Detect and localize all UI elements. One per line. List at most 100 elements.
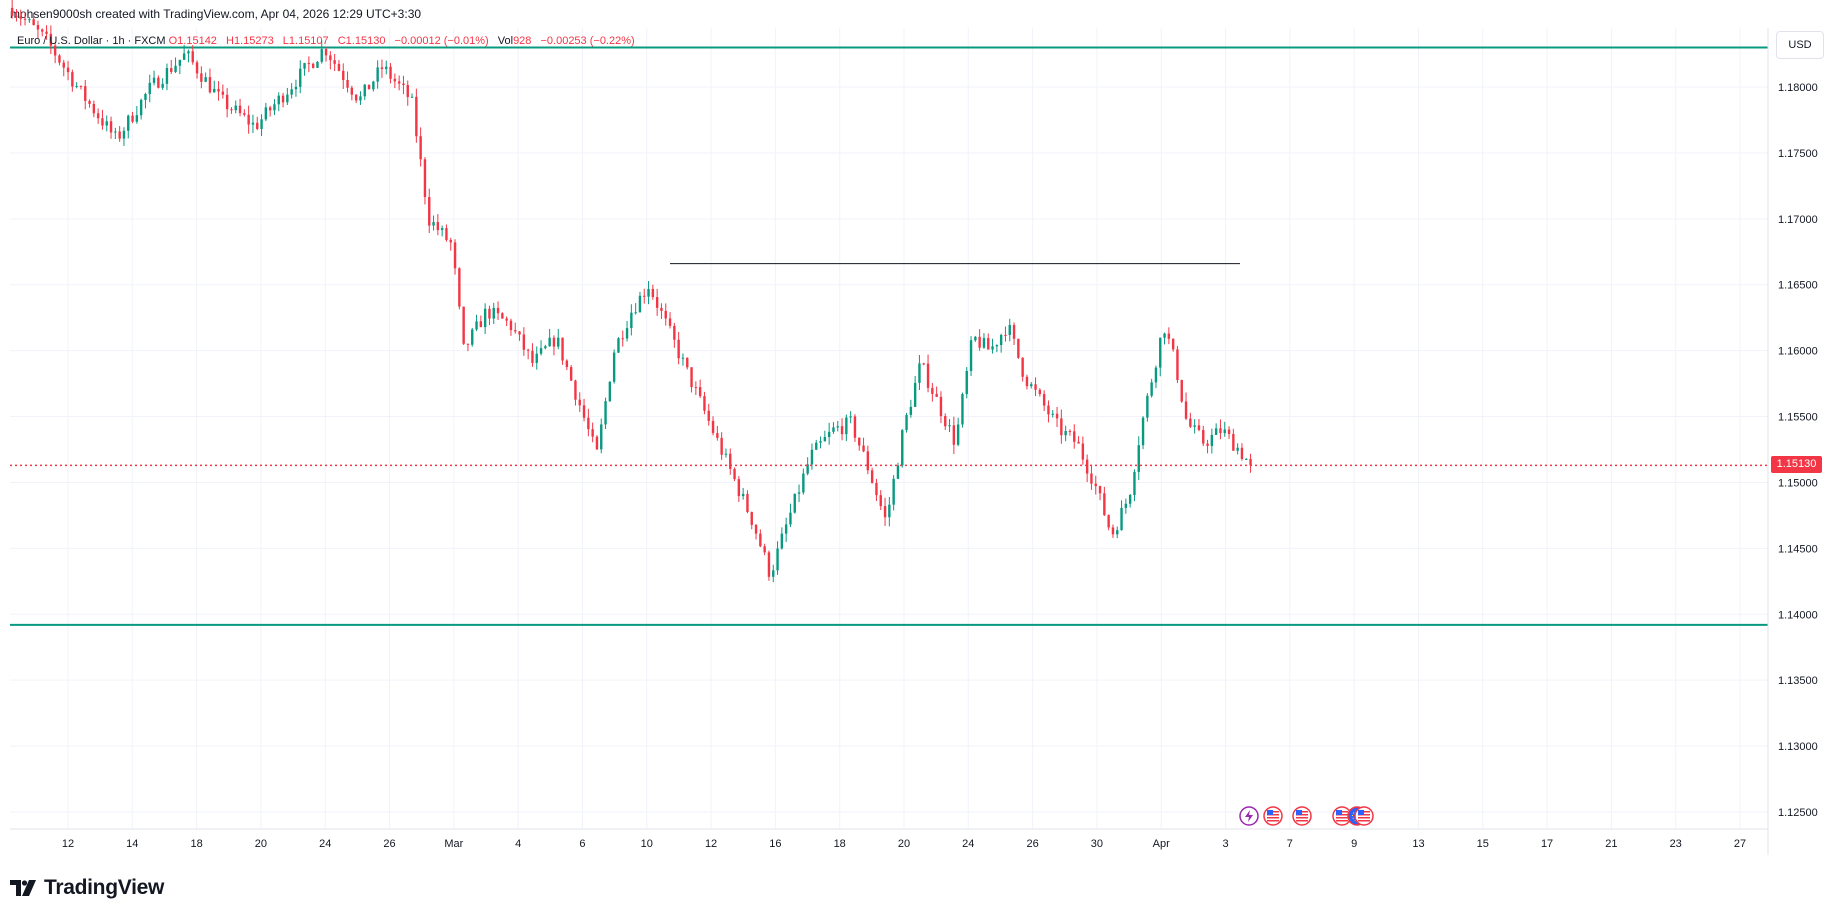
candle-body (944, 416, 947, 427)
candle-body (217, 88, 220, 92)
price-tick-label: 1.15500 (1778, 412, 1818, 424)
candle-body (367, 84, 371, 90)
time-tick-label: 15 (1477, 838, 1489, 850)
candle-body (634, 312, 637, 314)
candle-body (200, 73, 203, 82)
candle-body (729, 453, 732, 469)
candle-body (139, 99, 143, 116)
candle-body (333, 60, 336, 64)
candle-body (552, 337, 556, 347)
candle-body (329, 55, 332, 61)
time-tick-label: 12 (705, 838, 717, 850)
candle-body (969, 340, 973, 371)
lightning-icon[interactable] (1239, 806, 1259, 826)
candle-body (96, 113, 100, 119)
time-tick-label: 16 (769, 838, 781, 850)
candle-body (492, 307, 495, 319)
candle-body (1107, 515, 1110, 528)
candle-body (36, 25, 40, 30)
candle-body (84, 86, 87, 101)
candle-body (230, 109, 233, 111)
us-flag-icon[interactable] (1263, 806, 1283, 826)
candle-body (557, 337, 560, 347)
candle-body (595, 436, 599, 450)
time-tick-label: 18 (834, 838, 846, 850)
candle-body (952, 425, 956, 445)
candle-body (32, 19, 35, 26)
candle-body (221, 91, 225, 95)
candle-body (268, 107, 272, 111)
time-tick-label: 24 (962, 838, 974, 850)
candle-body (1210, 434, 1214, 446)
candle-body (389, 66, 392, 79)
candle-body (1167, 333, 1171, 339)
candle-body (101, 118, 104, 126)
candle-body (178, 59, 182, 66)
tradingview-logo-icon (10, 880, 36, 896)
candle-body (587, 417, 590, 430)
candle-body (41, 29, 44, 32)
candle-body (939, 396, 943, 417)
candle-body (522, 334, 526, 350)
candle-body (982, 338, 986, 348)
candle-body (316, 61, 319, 68)
candle-body (862, 445, 865, 452)
candle-body (45, 31, 48, 34)
us-flag-icon[interactable] (1292, 806, 1312, 826)
candle-body (471, 329, 474, 345)
candle-body (131, 115, 134, 122)
candle-body (806, 464, 809, 474)
candle-body (380, 67, 384, 70)
candle-body (243, 113, 246, 115)
candle-body (931, 387, 934, 394)
symbol-name[interactable]: Euro / U.S. Dollar · 1h · FXCM (17, 35, 166, 47)
time-tick-label: 3 (1222, 838, 1228, 850)
time-tick-label: 7 (1287, 838, 1293, 850)
tradingview-logo[interactable]: TradingView (10, 876, 164, 900)
candle-body (827, 431, 831, 437)
candle-body (759, 533, 762, 547)
candle-body (1038, 389, 1042, 395)
legend-close: C1.15130 (337, 35, 386, 47)
candle-body (660, 307, 663, 311)
candle-body (647, 288, 650, 297)
candle-body (772, 570, 775, 577)
candle-body (1025, 376, 1029, 387)
candle-body (1120, 507, 1123, 531)
candle-body (612, 352, 616, 382)
candle-body (453, 242, 457, 269)
candle-body (208, 77, 212, 93)
price-tick-label: 1.13000 (1778, 741, 1818, 753)
time-tick-label: 17 (1541, 838, 1553, 850)
candle-body (363, 84, 366, 97)
time-tick-label: 18 (190, 838, 202, 850)
candle-body (1236, 447, 1239, 451)
candle-body (621, 338, 624, 340)
candle-body (716, 433, 719, 438)
candle-body (415, 96, 418, 137)
us-flag-icon[interactable] (1332, 806, 1352, 826)
candle-body (578, 399, 581, 406)
candle-body (926, 363, 930, 388)
candle-body (668, 318, 672, 326)
candle-body (466, 343, 470, 345)
candle-body (161, 83, 164, 88)
candle-body (290, 89, 293, 95)
chart-overlay (10, 263, 1768, 467)
candle-body (1137, 445, 1140, 472)
currency-button[interactable]: USD (1776, 31, 1824, 59)
candle-body (251, 122, 255, 125)
candle-body (337, 63, 341, 71)
us-flag-icon[interactable] (1354, 806, 1374, 826)
candle-body (213, 88, 216, 93)
candle-body (896, 465, 900, 479)
candle-body (354, 94, 358, 101)
candle-body (187, 51, 190, 54)
candle-body (1012, 324, 1016, 339)
candle-body (1116, 530, 1119, 535)
candle-body (1030, 384, 1033, 387)
candle-body (630, 312, 633, 329)
candle-body (23, 18, 27, 20)
horizontal-levels (10, 46, 1768, 626)
